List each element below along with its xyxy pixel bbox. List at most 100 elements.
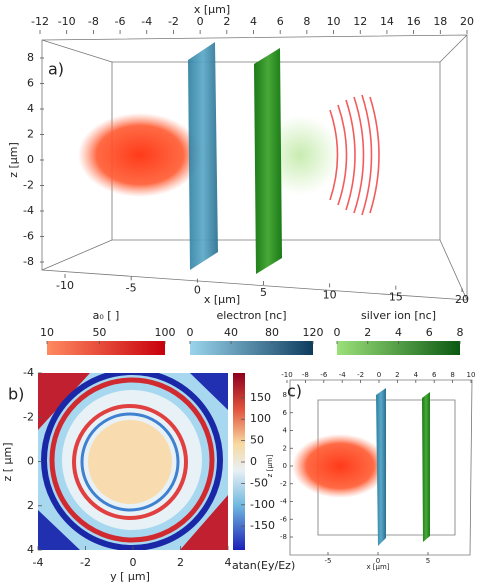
tick-label: -4 bbox=[339, 371, 347, 379]
tick-label: 150 bbox=[250, 391, 271, 404]
tick-label: -4 bbox=[23, 366, 34, 379]
tick-label: 100 bbox=[155, 326, 176, 339]
tick-label: -2 bbox=[80, 556, 91, 569]
tick-label: 0 bbox=[194, 284, 201, 297]
tick-label: -150 bbox=[250, 519, 275, 532]
tick-label: -8 bbox=[23, 255, 34, 268]
tick-label: 20 bbox=[455, 293, 469, 306]
tick-label: 120 bbox=[303, 326, 324, 339]
axis-title: z [ μm] bbox=[1, 442, 14, 481]
tick-label: 4 bbox=[250, 15, 257, 28]
tick-label: -6 bbox=[280, 515, 288, 523]
tick-label: 2 bbox=[223, 15, 230, 28]
tick-label: 0 bbox=[334, 326, 341, 339]
panel-label: a) bbox=[48, 60, 64, 79]
tick-label: 10 bbox=[40, 326, 54, 339]
tick-label: -10 bbox=[58, 15, 76, 28]
tick-label: 5 bbox=[426, 557, 430, 565]
axis-title: z [μm] bbox=[266, 454, 274, 477]
colorbar-title: a₀ [ ] bbox=[93, 309, 120, 322]
tick-label: 50 bbox=[92, 326, 106, 339]
tick-label: 6 bbox=[27, 77, 34, 90]
tick-label: -6 bbox=[23, 230, 34, 243]
tick-label: 4 bbox=[27, 102, 34, 115]
tick-label: 4 bbox=[225, 556, 232, 569]
tick-label: 15 bbox=[389, 291, 403, 304]
tick-label: -2 bbox=[357, 371, 364, 379]
tick-label: 80 bbox=[265, 326, 279, 339]
phase-colorbar bbox=[233, 373, 245, 550]
tick-label: 4 bbox=[27, 543, 34, 556]
axis-title: x [μm] bbox=[204, 293, 240, 306]
tick-label: 0 bbox=[27, 153, 34, 166]
tick-label: 8 bbox=[457, 326, 464, 339]
tick-label: -8 bbox=[88, 15, 99, 28]
tick-label: -12 bbox=[31, 15, 49, 28]
tick-label: 8 bbox=[303, 15, 310, 28]
panel-b-field bbox=[38, 373, 228, 550]
tick-label: 2 bbox=[177, 556, 184, 569]
tick-label: 0 bbox=[250, 455, 257, 468]
tick-label: 50 bbox=[250, 434, 264, 447]
tick-label: 8 bbox=[283, 391, 287, 399]
tick-label: -10 bbox=[56, 279, 74, 292]
tick-label: 12 bbox=[353, 15, 367, 28]
tick-label: 0 bbox=[27, 455, 34, 468]
colorbar bbox=[190, 341, 313, 355]
tick-label: -5 bbox=[325, 557, 332, 565]
tick-label: 14 bbox=[380, 15, 394, 28]
tick-label: 8 bbox=[27, 51, 34, 64]
tick-label: 2 bbox=[395, 371, 399, 379]
tick-label: -50 bbox=[250, 476, 268, 489]
tick-label: 0 bbox=[130, 556, 137, 569]
tick-label: 0 bbox=[187, 326, 194, 339]
tick-label: 4 bbox=[395, 326, 402, 339]
tick-label: 100 bbox=[250, 412, 271, 425]
tick-label: -6 bbox=[320, 371, 328, 379]
tick-label: -100 bbox=[250, 498, 275, 511]
tick-label: 5 bbox=[260, 286, 267, 299]
tick-label: -6 bbox=[115, 15, 126, 28]
tick-label: 2 bbox=[364, 326, 371, 339]
tick-label: 6 bbox=[283, 409, 288, 417]
axis-title: x [μm] bbox=[366, 563, 389, 571]
tick-label: -2 bbox=[23, 179, 34, 192]
tick-label: 4 bbox=[283, 427, 288, 435]
tick-label: 2 bbox=[283, 444, 287, 452]
panel-c-render bbox=[289, 379, 473, 556]
tick-label: -4 bbox=[33, 556, 44, 569]
tick-label: 18 bbox=[433, 15, 447, 28]
tick-label: 0 bbox=[283, 462, 287, 470]
tick-label: -2 bbox=[23, 410, 34, 423]
tick-label: 2 bbox=[27, 128, 34, 141]
colorbar-title: atan(Ey/Ez) bbox=[232, 559, 295, 572]
colorbar-title: silver ion [nc] bbox=[361, 309, 436, 322]
tick-label: -5 bbox=[126, 281, 137, 294]
tick-label: 16 bbox=[407, 15, 421, 28]
tick-label: -2 bbox=[168, 15, 179, 28]
tick-label: 0 bbox=[376, 557, 380, 565]
tick-label: 2 bbox=[27, 499, 34, 512]
tick-label: -10 bbox=[281, 371, 292, 379]
colorbar bbox=[337, 341, 460, 355]
tick-label: -4 bbox=[280, 498, 288, 506]
tick-label: -4 bbox=[23, 204, 34, 217]
colorbar bbox=[47, 341, 165, 355]
axis-title: y [ μm] bbox=[110, 570, 150, 583]
tick-label: 40 bbox=[224, 326, 238, 339]
tick-label: 10 bbox=[327, 15, 341, 28]
colorbar-title: electron [nc] bbox=[216, 309, 286, 322]
tick-label: 6 bbox=[277, 15, 284, 28]
tick-label: -8 bbox=[302, 371, 309, 379]
tick-label: 8 bbox=[450, 371, 454, 379]
tick-label: 6 bbox=[426, 326, 433, 339]
tick-label: 10 bbox=[323, 288, 337, 301]
tick-label: 4 bbox=[414, 371, 419, 379]
tick-label: 10 bbox=[467, 371, 476, 379]
panel-a-render bbox=[41, 34, 468, 301]
tick-label: 6 bbox=[432, 371, 437, 379]
tick-label: 0 bbox=[377, 371, 381, 379]
panel-label: c) bbox=[287, 382, 302, 401]
tick-label: 0 bbox=[197, 15, 204, 28]
panel-label: b) bbox=[8, 385, 24, 404]
